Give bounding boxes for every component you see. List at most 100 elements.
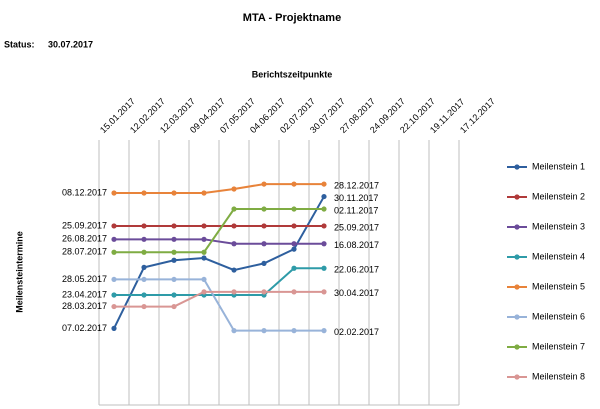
data-point: [321, 289, 327, 295]
data-point: [171, 257, 177, 263]
end-label: 28.12.2017: [334, 180, 379, 190]
data-point: [201, 289, 207, 295]
data-point: [111, 223, 117, 229]
data-point: [201, 223, 207, 229]
x-axis-title: Berichtszeitpunkte: [252, 69, 333, 79]
end-label: 16.08.2017: [334, 240, 379, 250]
data-point: [141, 190, 147, 196]
series-line: [114, 183, 324, 194]
legend-marker: [514, 164, 520, 170]
series-line: [114, 290, 324, 308]
data-point: [171, 303, 177, 310]
data-point: [111, 276, 117, 283]
data-point: [171, 223, 177, 229]
data-point: [321, 241, 327, 247]
data-point: [171, 276, 177, 283]
data-point: [261, 289, 267, 295]
legend-marker: [514, 194, 520, 200]
data-point: [321, 181, 327, 187]
data-point: [261, 181, 267, 187]
data-point: [231, 328, 237, 334]
data-point: [231, 206, 237, 212]
end-label: 02.02.2017: [334, 327, 379, 337]
y-axis-title: Meilensteintermine: [14, 231, 24, 313]
data-point: [111, 249, 117, 255]
end-label: 25.09.2017: [334, 222, 379, 232]
legend-label: Meilenstein 3: [532, 221, 585, 231]
legend-marker: [514, 254, 520, 260]
series-line: [114, 278, 324, 332]
data-point: [141, 236, 147, 242]
start-label: 28.03.2017: [62, 301, 107, 311]
start-label: 26.08.2017: [62, 234, 107, 244]
start-label: 28.07.2017: [62, 247, 107, 257]
data-point: [111, 292, 117, 298]
status-label: Status:: [4, 39, 35, 49]
data-point: [141, 249, 147, 255]
data-point: [291, 206, 297, 212]
data-point: [291, 246, 297, 252]
data-point: [231, 241, 237, 247]
data-point: [111, 236, 117, 242]
end-label: 30.04.2017: [334, 288, 379, 298]
data-point: [171, 292, 177, 298]
legend-marker: [514, 284, 520, 290]
legend-label: Meilenstein 8: [532, 371, 585, 381]
data-point: [111, 325, 117, 331]
data-point: [201, 276, 207, 283]
legend-marker: [514, 314, 520, 320]
legend-label: Meilenstein 2: [532, 191, 585, 201]
data-point: [201, 236, 207, 242]
data-point: [171, 190, 177, 196]
data-point: [231, 186, 237, 192]
data-point: [291, 328, 297, 334]
data-point: [261, 328, 267, 334]
end-label: 22.06.2017: [334, 265, 379, 275]
start-label: 25.09.2017: [62, 220, 107, 230]
start-label: 08.12.2017: [62, 187, 107, 197]
series-line: [114, 208, 324, 254]
data-point: [291, 289, 297, 295]
series-line: [113, 196, 325, 329]
data-point: [171, 249, 177, 255]
data-point: [201, 190, 207, 196]
legend-label: Meilenstein 6: [532, 311, 585, 321]
data-point: [141, 276, 147, 283]
data-point: [261, 223, 267, 229]
data-point: [141, 303, 147, 310]
data-point: [321, 265, 327, 271]
data-point: [291, 181, 297, 187]
data-point: [291, 223, 297, 229]
data-point: [231, 223, 237, 229]
end-label: 30.11.2017: [334, 193, 378, 203]
data-point: [261, 206, 267, 212]
data-point: [141, 223, 147, 229]
chart-title: MTA - Projektname: [243, 12, 341, 24]
data-point: [201, 255, 207, 261]
data-point: [291, 241, 297, 247]
data-point: [321, 223, 327, 229]
series-line: [114, 267, 324, 296]
data-point: [111, 303, 117, 310]
data-point: [321, 193, 327, 200]
data-point: [201, 249, 207, 255]
data-point: [111, 190, 117, 196]
legend-marker: [514, 374, 520, 380]
start-label: 28.05.2017: [62, 274, 107, 284]
legend-label: Meilenstein 7: [532, 341, 585, 351]
legend-label: Meilenstein 4: [532, 251, 585, 261]
data-point: [321, 328, 327, 334]
end-label: 02.11.2017: [334, 205, 378, 215]
data-point: [261, 260, 267, 266]
data-point: [231, 267, 237, 273]
data-point: [291, 265, 297, 271]
status-date: 30.07.2017: [48, 39, 93, 49]
start-label: 07.02.2017: [62, 323, 107, 333]
data-point: [141, 264, 147, 270]
data-point: [171, 236, 177, 242]
start-label: 23.04.2017: [62, 289, 107, 299]
legend-marker: [514, 344, 520, 350]
legend-label: Meilenstein 1: [532, 161, 585, 171]
data-point: [231, 289, 237, 295]
